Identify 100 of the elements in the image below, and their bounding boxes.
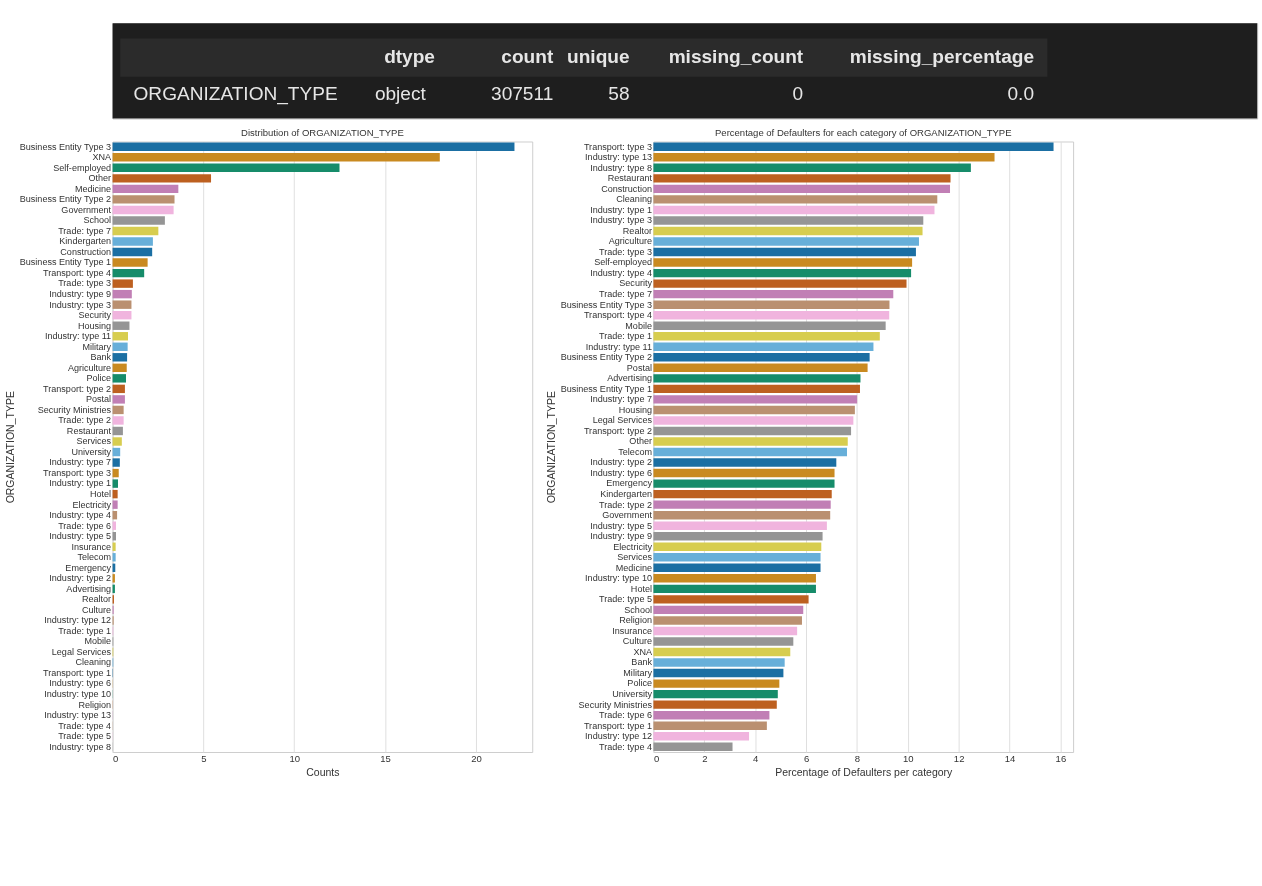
y-tick-label: Services <box>76 436 112 447</box>
y-tick-label: Construction <box>60 246 112 257</box>
y-tick-label: Mobile <box>625 320 652 331</box>
bar <box>112 184 179 194</box>
bar <box>653 426 852 436</box>
bar <box>653 405 855 415</box>
x-tick-label: 4 <box>752 753 759 765</box>
bar <box>653 416 854 425</box>
text: 0 <box>792 82 804 104</box>
x-axis-title: Counts <box>306 767 340 779</box>
bar <box>112 289 132 299</box>
x-axis-title: Percentage of Defaulters per category <box>775 767 954 779</box>
y-tick-label: Electricity <box>613 541 653 552</box>
y-tick-label: Housing <box>77 320 112 331</box>
bar <box>653 437 848 446</box>
bar <box>112 405 124 415</box>
y-tick-label: Agriculture <box>608 236 652 247</box>
bar <box>653 721 767 730</box>
x-tick-label: 20 <box>471 753 482 765</box>
bar <box>112 479 119 488</box>
y-tick-label: Industry: type 6 <box>590 467 652 478</box>
bar <box>653 574 816 583</box>
y-tick-label: Industry: type 10 <box>44 688 112 699</box>
y-tick-label: Hotel <box>630 583 652 594</box>
bar <box>112 468 119 478</box>
bar <box>112 458 120 467</box>
bar <box>112 268 145 278</box>
bar <box>112 574 115 583</box>
bar <box>653 626 798 636</box>
y-tick-label: Industry: type 12 <box>44 615 112 626</box>
y-tick-label: Industry: type 1 <box>590 204 652 215</box>
bar <box>653 374 861 383</box>
y-tick-label: Security Ministries <box>37 404 112 415</box>
bar <box>112 163 340 173</box>
y-tick-label: Trade: type 1 <box>599 331 652 342</box>
y-tick-label: Industry: type 5 <box>49 531 112 542</box>
chart-title: Percentage of Defaulters for each category of ORGANIZATION_TYPE <box>715 126 1012 138</box>
y-tick-label: Kindergarten <box>59 236 112 247</box>
bar <box>112 247 153 257</box>
y-tick-label: Trade: type 4 <box>58 720 112 731</box>
x-tick-label: 5 <box>201 753 207 765</box>
bar <box>112 205 174 215</box>
bar <box>653 153 995 162</box>
y-tick-label: Business Entity Type 2 <box>19 194 112 205</box>
bar <box>112 521 117 530</box>
y-tick-label: Hotel <box>90 488 112 499</box>
y-tick-label: Transport: type 1 <box>583 720 652 731</box>
y-tick-label: Cleaning <box>75 657 112 668</box>
bar <box>112 310 132 320</box>
y-tick-label: Business Entity Type 2 <box>560 352 652 363</box>
y-tick-label: Trade: type 5 <box>599 594 652 605</box>
y-tick-label: Realtor <box>81 594 112 605</box>
bar <box>112 195 175 204</box>
bar <box>653 479 835 488</box>
text: unique <box>567 46 630 68</box>
y-tick-label: Religion <box>619 615 652 626</box>
bar <box>653 321 886 330</box>
x-tick-label: 16 <box>1055 753 1067 765</box>
y-tick-label: Agriculture <box>67 362 112 373</box>
bar <box>653 553 821 562</box>
y-tick-label: Industry: type 9 <box>49 289 112 299</box>
y-tick-label: Cleaning <box>616 194 652 205</box>
y-tick-label: Government <box>61 204 112 215</box>
y-tick-label: Security <box>78 310 112 321</box>
bar <box>653 510 831 520</box>
y-tick-label: Industry: type 12 <box>585 731 652 742</box>
bar <box>653 668 784 678</box>
y-tick-label: Legal Services <box>592 415 653 426</box>
y-tick-label: Electricity <box>72 499 112 510</box>
y-tick-label: XNA <box>92 152 113 163</box>
bar <box>112 237 153 246</box>
y-tick-label: Security <box>619 278 653 289</box>
bar <box>112 300 132 309</box>
bar <box>112 384 125 394</box>
y-tick-label: Transport: type 4 <box>43 267 112 278</box>
y-tick-label: Telecom <box>77 552 112 563</box>
bar <box>653 689 778 699</box>
y-tick-label: Medicine <box>74 183 112 194</box>
y-tick-label: Medicine <box>615 562 652 573</box>
y-tick-label: Emergency <box>65 562 112 573</box>
y-tick-label: Industry: type 13 <box>585 152 652 163</box>
y-tick-label: Realtor <box>622 225 652 236</box>
x-tick-label: 0 <box>653 753 660 765</box>
y-tick-label: Government <box>602 510 653 521</box>
y-tick-label: Industry: type 8 <box>590 162 652 173</box>
x-tick-label: 6 <box>803 753 810 765</box>
bar <box>112 142 515 151</box>
bar <box>653 247 916 257</box>
y-tick-label: Industry: type 2 <box>590 457 652 468</box>
bar <box>653 195 938 204</box>
y-tick-label: Postal <box>85 394 112 405</box>
y-tick-label: Telecom <box>618 446 652 457</box>
y-tick-label: Business Entity Type 1 <box>19 257 112 268</box>
bar <box>112 542 116 551</box>
y-tick-label: Other <box>629 436 652 447</box>
x-tick-label: 10 <box>289 753 301 765</box>
y-tick-label: Transport: type 1 <box>43 667 112 678</box>
bar <box>653 489 832 499</box>
bar <box>653 447 847 457</box>
bar <box>653 184 951 194</box>
